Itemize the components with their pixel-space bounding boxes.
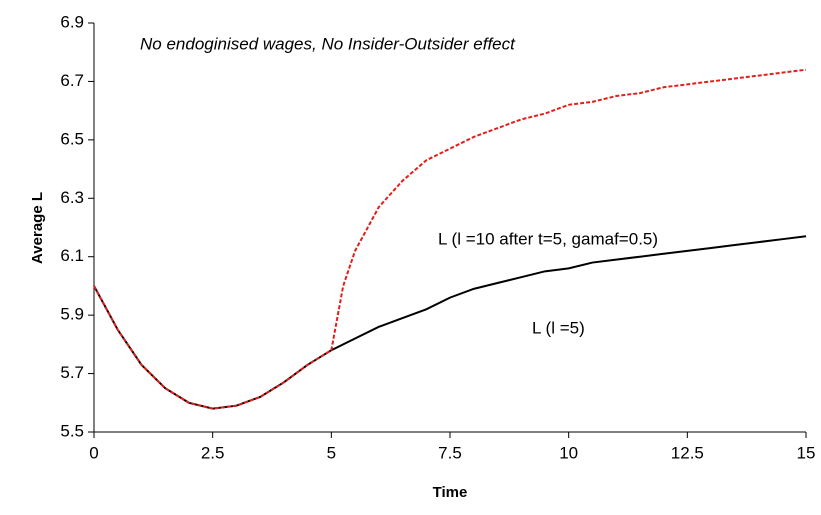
annotation: L (l =5): [532, 318, 585, 337]
y-tick-label: 6.5: [60, 129, 84, 148]
y-tick-label: 5.5: [60, 421, 84, 440]
x-tick-label: 5: [327, 443, 336, 462]
annotation: L (l =10 after t=5, gamaf=0.5): [438, 229, 658, 248]
y-tick-label: 6.9: [60, 12, 84, 31]
y-tick-label: 5.9: [60, 305, 84, 324]
x-tick-label: 10: [559, 443, 578, 462]
x-tick-label: 15: [797, 443, 816, 462]
x-tick-label: 2.5: [201, 443, 225, 462]
line-series: [93, 235, 807, 410]
x-tick-label: 7.5: [438, 443, 462, 462]
y-tick-label: 6.1: [60, 246, 84, 265]
x-tick-label: 0: [89, 443, 98, 462]
y-tick-label: 5.7: [60, 363, 84, 382]
y-tick-label: 6.3: [60, 188, 84, 207]
x-axis-label: Time: [433, 484, 468, 501]
y-axis-label: Average L: [29, 192, 46, 264]
x-tick-label: 12.5: [671, 443, 704, 462]
y-tick-label: 6.7: [60, 71, 84, 90]
annotation: No endoginised wages, No Insider-Outside…: [140, 34, 516, 53]
line-series: [93, 68, 807, 410]
